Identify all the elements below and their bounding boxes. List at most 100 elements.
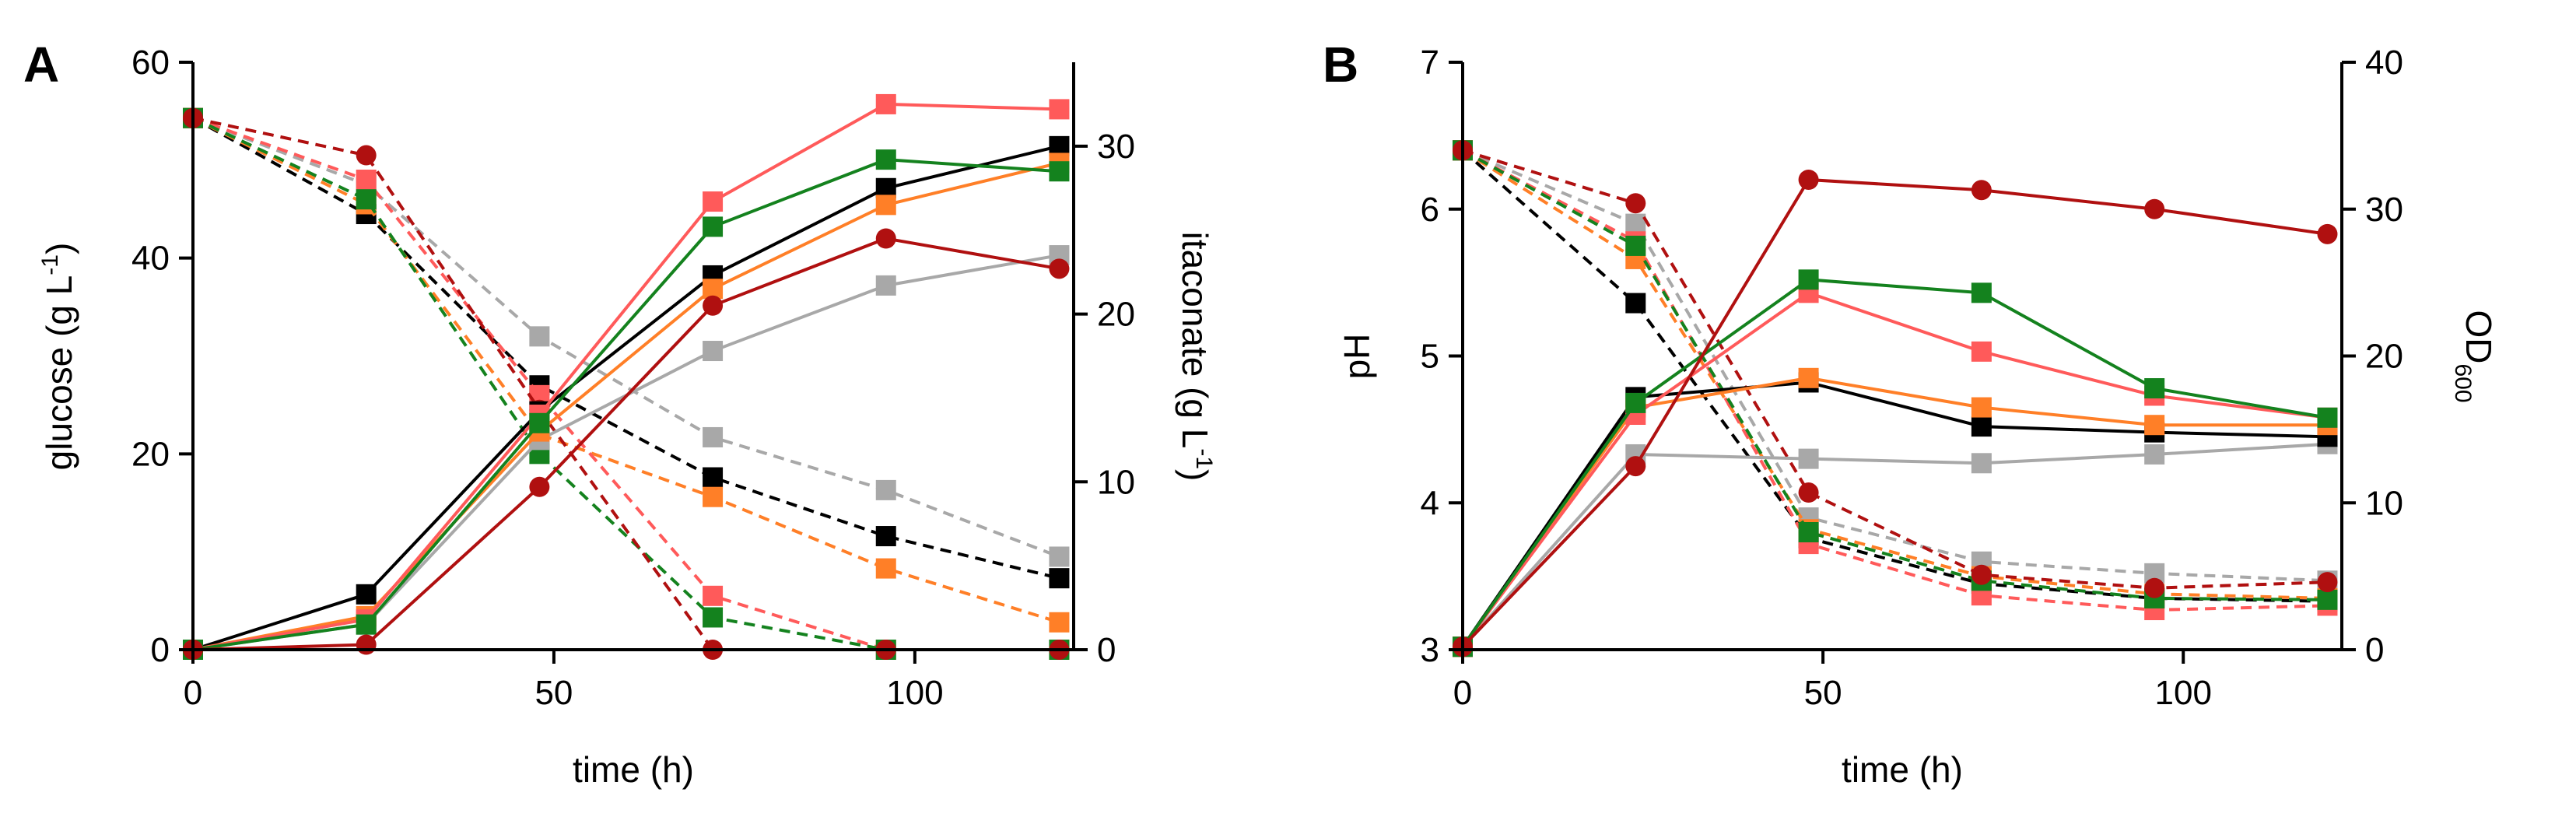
panel-b-point-green-od600 [1798,269,1819,290]
panel-b-point-green-ph [2317,589,2338,610]
panel-b-point-darkred-od600 [2144,198,2165,219]
panel-b-right-tick-label: 10 [2365,484,2403,522]
panel-a-point-gray-itaconate [703,341,724,362]
panel-b-point-darkred-od600 [2317,223,2338,244]
panel-b-point-gray-ph [1625,213,1646,234]
panel-a-marks [183,93,1070,660]
panel-b-point-orange-od600 [2144,415,2165,436]
panel-a-series-line-black-itaconate [192,144,1060,651]
panel-b-x-tick-label: 50 [1804,674,1842,712]
panel-b-point-darkred-ph [2144,577,2165,598]
panel-a-x-tick-label: 100 [886,674,943,712]
panel-a-point-gray-glucose [703,426,724,447]
panel-b-point-gray-od600 [2144,444,2165,465]
panel-b-series-line-lightred-ph [1462,149,2328,612]
panel-a-left-title-sup: -1 [37,254,63,275]
panel-b-point-darkred-ph [1971,564,1992,585]
panel-b-right-title-sub: 600 [2450,363,2476,402]
panel-a-right-title-main: itaconate (g L [1175,232,1215,449]
panel-a-right-tick-label: 0 [1097,631,1116,669]
panel-b-series-line-gray-od600 [1461,442,2328,648]
panel-a-point-darkred-itaconate [529,476,550,497]
panel-a-left-axis-title: glucose (g L-1) [37,243,79,471]
panel-a-right-title-sup: -1 [1191,448,1217,469]
panel-a-point-lightred-glucose [703,585,724,606]
panel-a-point-lightred-itaconate [1049,99,1070,120]
panel-a-point-orange-glucose [875,558,896,579]
panel-b-series-line-gray-ph [1462,149,2328,583]
panel-a-point-orange-itaconate [875,195,896,216]
panel-a-series-line-orange-glucose [192,116,1060,624]
panel-b-left-tick-label: 3 [1421,631,1439,669]
panel-a: A 0 50 100 0 20 40 60 0 10 20 30 time (h) glucose … [23,37,1217,790]
panel-b-point-darkred-od600 [1971,180,1992,201]
panel-b-series-line-green-ph [1462,149,2328,601]
panel-a-point-darkred-itaconate [875,228,896,249]
panel-a-series-line-green-glucose [192,116,1060,651]
panel-a-point-black-itaconate [356,584,377,605]
panel-a-point-green-itaconate [703,216,724,237]
panel-b-x-tick-label: 100 [2155,674,2212,712]
panel-b-point-green-od600 [1971,282,1992,303]
panel-a-point-gray-glucose [529,326,550,347]
panel-a-point-green-itaconate [1049,161,1070,182]
panel-a-point-green-glucose [703,607,724,628]
panel-a-point-lightred-itaconate [875,93,896,114]
panel-b-point-orange-od600 [1971,397,1992,418]
panel-b-point-darkred-od600 [1798,170,1819,190]
panel-b-point-orange-od600 [1798,367,1819,388]
panel-a-series-line-gray-itaconate [192,254,1060,651]
panel-b-point-lightred-od600 [1971,341,1992,362]
panel-a-point-darkred-glucose [356,145,377,166]
panel-a-series-line-darkred-glucose [192,116,1060,651]
panel-b-series-line-orange-od600 [1461,376,2328,648]
panel-b-series-line-darkred-od600 [1461,177,2328,648]
panel-b-point-green-ph [1798,522,1819,542]
panel-b-point-black-ph [1625,293,1646,314]
panel-a-left-tick-label: 60 [131,44,170,82]
panel-a-ticks: 0 50 100 0 20 40 60 0 10 20 30 [131,44,1135,712]
panel-a-left-tick-label: 20 [131,435,170,473]
panel-b-marks [1453,140,2338,657]
panel-a-series-line-darkred-itaconate [192,237,1060,651]
panel-a-point-darkred-itaconate [703,295,724,316]
panel-b-series-line-orange-ph [1461,149,2328,600]
panel-a-point-gray-itaconate [875,275,896,296]
panel-b-point-darkred-ph [1625,193,1646,214]
panel-b-x-tick-label: 0 [1453,674,1472,712]
panel-a-right-title-end: ) [1175,469,1215,481]
panel-a-point-orange-glucose [703,486,724,507]
panel-a-left-title-main: glucose (g L [39,275,79,471]
panel-a-point-lightred-itaconate [703,191,724,212]
panel-b-x-axis-title: time (h) [1842,749,1963,790]
panel-b-point-gray-od600 [1971,453,1992,474]
panel-b-right-tick-label: 30 [2365,191,2403,229]
panel-b-right-tick-label: 20 [2365,338,2403,376]
panel-b-series-line-black-od600 [1461,380,2328,648]
panel-a-point-darkred-itaconate [356,634,377,655]
panel-b-label: B [1323,37,1358,93]
panel-a-point-gray-glucose [875,479,896,500]
panel-a-right-tick-label: 20 [1097,296,1135,334]
panel-b-point-green-od600 [2317,407,2338,428]
panel-a-left-title-end: ) [39,243,79,254]
panel-b-series-line-darkred-ph [1462,149,2328,590]
panel-a-point-darkred-itaconate [1049,258,1070,279]
panel-b-series-line-lightred-od600 [1461,291,2328,648]
panel-b-left-tick-label: 7 [1421,44,1439,82]
panel-a-series-line-lightred-glucose [192,116,1060,651]
panel-a-x-tick-label: 0 [184,674,202,712]
panel-b-left-tick-label: 6 [1421,191,1439,229]
panel-a-point-green-itaconate [356,614,377,635]
panel-a-point-black-glucose [1049,568,1070,589]
panel-b-point-green-ph [1625,235,1646,256]
panel-b-point-black-od600 [1971,416,1992,437]
panel-a-series-line-lightred-itaconate [192,102,1060,651]
panel-b-ticks: 0 50 100 3 4 5 6 7 0 10 20 30 40 [1421,44,2403,712]
panel-a-point-green-itaconate [875,149,896,170]
panel-b-point-darkred-od600 [1625,456,1646,477]
panel-a-x-tick-label: 50 [534,674,573,712]
panel-a-right-tick-label: 30 [1097,128,1135,166]
panel-a-series-line-orange-itaconate [192,161,1060,651]
